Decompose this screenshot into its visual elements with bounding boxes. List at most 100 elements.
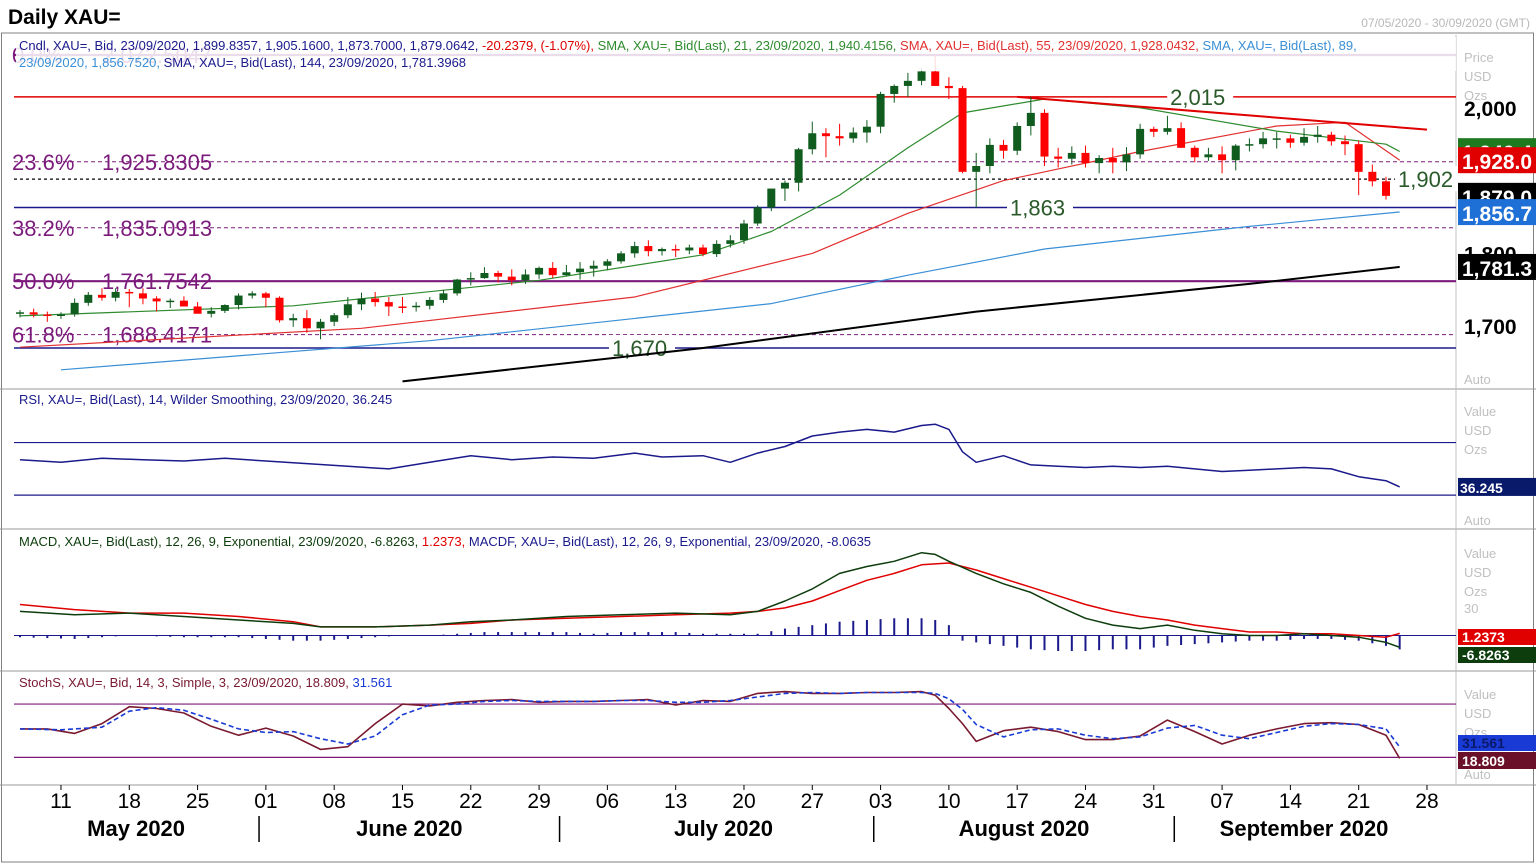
legend-part: 1.2373, — [422, 534, 469, 549]
candle-body — [1259, 138, 1268, 145]
annotation-bg — [1007, 194, 1073, 220]
month-label: July 2020 — [674, 816, 773, 841]
stoch-d-tag: 31.561 — [1462, 735, 1505, 751]
candle-body — [330, 315, 339, 322]
price-tag-label: 1,781.3 — [1462, 258, 1532, 281]
panel-frames — [0, 32, 1536, 863]
price-tag-label: 1,928.0 — [1462, 151, 1532, 174]
candle-body — [1341, 141, 1350, 145]
candle-body — [1272, 138, 1281, 140]
day-tick-label: 06 — [596, 790, 619, 813]
macd-signal-tag-bg — [1458, 629, 1536, 645]
candle-body — [289, 318, 298, 321]
month-label: June 2020 — [356, 816, 462, 841]
candle-body — [535, 267, 544, 275]
candle-body — [466, 278, 475, 280]
candle-body — [1177, 128, 1186, 148]
level-annotation: 1,902 — [1398, 167, 1453, 192]
candle-body — [917, 71, 926, 81]
candle-body — [29, 312, 38, 315]
month-label: August 2020 — [959, 816, 1090, 841]
legend-part: Cndl, XAU=, Bid, 23/09/2020, 1,899.8357,… — [19, 38, 482, 53]
macd-tag: -6.8263 — [1462, 647, 1510, 663]
fib-value-label: 1,688.4171 — [102, 323, 212, 348]
candle-body — [357, 298, 366, 305]
candle-body — [685, 247, 694, 251]
axis-header: USD — [1464, 423, 1491, 438]
candle-body — [1313, 134, 1322, 137]
sma55-line — [19, 121, 1401, 348]
legend-part: SMA, XAU=, Bid(Last), 144, 23/09/2020, 1… — [164, 55, 466, 70]
macd-tick: 30 — [1464, 601, 1478, 616]
candle-body — [275, 297, 284, 321]
legend-part: -20.2379, (-1.07%), — [482, 38, 598, 53]
rsi-panel[interactable]: RSI, XAU=, Bid(Last), 14, Wilder Smoothi… — [14, 392, 1536, 528]
legend-line: 23/09/2020, 1,856.7520, SMA, XAU=, Bid(L… — [19, 55, 466, 70]
candle-body — [412, 305, 421, 308]
candle-body — [890, 85, 899, 94]
stoch-panel[interactable]: StochS, XAU=, Bid, 14, 3, Simple, 3, 23/… — [14, 675, 1536, 782]
day-tick-label: 27 — [801, 790, 824, 813]
fib-pct-label: 61.8% — [12, 323, 74, 348]
price-panel[interactable]: 0.0%2,072.504723.6%1,925.830538.2%1,835.… — [12, 37, 1536, 387]
axis-header: Value — [1464, 546, 1496, 561]
candle-body — [138, 293, 147, 299]
stoch-k-tag: 18.809 — [1462, 753, 1505, 769]
candle-body — [261, 293, 270, 298]
candle-body — [1300, 136, 1309, 143]
time-axis: 11 18 25 01 08 15 22 29 06 13 20 27 03 10 17 24 31 07 14 21… — [50, 785, 1439, 842]
day-tick-label: 01 — [254, 790, 277, 813]
candle-body — [876, 93, 885, 127]
day-tick-label: 29 — [527, 790, 550, 813]
candle-body — [972, 166, 981, 172]
rsi-line — [19, 423, 1401, 488]
legend-bg — [16, 37, 1456, 71]
y-tick-label: 2,000 — [1464, 98, 1517, 121]
stoch-d-tag-bg — [1458, 735, 1536, 751]
legend-line: StochS, XAU=, Bid, 14, 3, Simple, 3, 23/… — [19, 675, 392, 690]
candle-body — [507, 276, 516, 281]
rsi-legend: RSI, XAU=, Bid(Last), 14, Wilder Smoothi… — [19, 392, 392, 407]
auto-label: Auto — [1464, 767, 1491, 782]
day-tick-label: 13 — [664, 790, 687, 813]
fib-pct-label: 38.2% — [12, 216, 74, 241]
day-tick-label: 24 — [1074, 790, 1098, 813]
candle-body — [985, 144, 994, 167]
fib-value-label: 1,925.8305 — [102, 150, 212, 175]
legend-part: StochS, XAU=, Bid, 14, 3, Simple, 3, 23/… — [19, 675, 353, 690]
candle-body — [371, 298, 380, 303]
candle-body — [220, 305, 229, 311]
candle-body — [1190, 147, 1199, 158]
candle-body — [316, 321, 325, 329]
level-annotation: 2,015 — [1170, 85, 1225, 110]
candle-body — [780, 182, 789, 189]
candle-body — [1040, 112, 1049, 157]
fib-pct-label: 50.0% — [12, 269, 74, 294]
candle-body — [944, 85, 953, 89]
resistance-trendline — [1017, 95, 1428, 131]
candle-body — [821, 133, 830, 137]
candle-body — [302, 318, 311, 329]
candle-body — [644, 246, 653, 252]
macd-panel[interactable]: MACD, XAU=, Bid(Last), 12, 26, 9, Expone… — [14, 534, 1536, 663]
day-tick-label: 28 — [1415, 790, 1438, 813]
outer-border — [1, 32, 1534, 863]
candle-body — [739, 223, 748, 241]
fib-value-label: 1,761.7542 — [102, 269, 212, 294]
candle-body — [808, 133, 817, 150]
candle-body — [521, 274, 530, 281]
axis-header: Price — [1464, 50, 1494, 65]
day-tick-label: 21 — [1347, 790, 1370, 813]
day-tick-label: 22 — [459, 790, 482, 813]
candle-body — [767, 188, 776, 208]
macd-signal-line — [19, 562, 1400, 638]
candle-body — [16, 312, 24, 314]
legend-part: SMA, XAU=, Bid(Last), 55, 23/09/2020, 1,… — [900, 38, 1202, 53]
candle-body — [1163, 128, 1172, 132]
price-tag-bg — [1458, 253, 1536, 280]
candle-body — [125, 291, 134, 294]
candle-body — [903, 80, 912, 86]
candle-body — [753, 207, 762, 224]
legend-part: SMA, XAU=, Bid(Last), 89, — [1203, 38, 1357, 53]
candle-body — [726, 240, 735, 244]
